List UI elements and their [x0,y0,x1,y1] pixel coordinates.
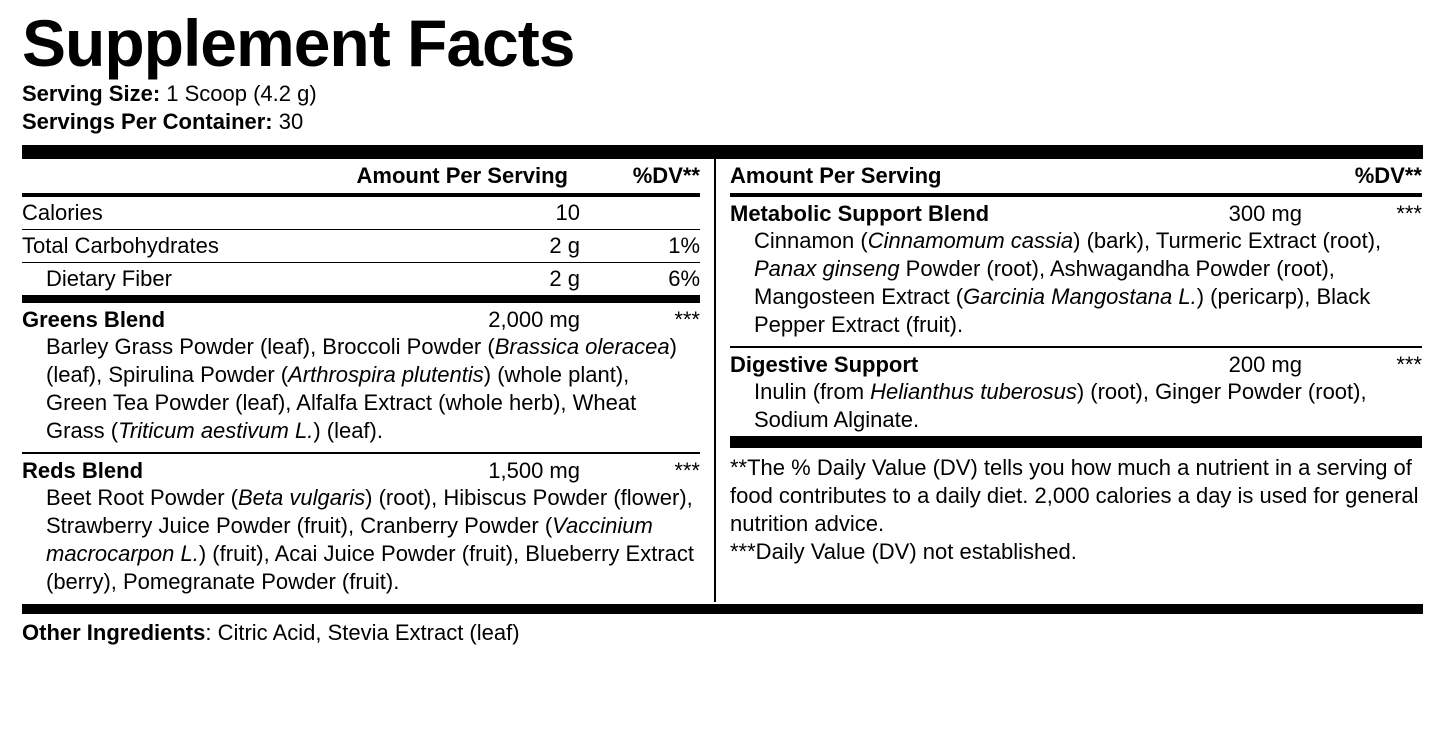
servings-per-label: Servings Per Container: [22,109,273,134]
footnotes: **The % Daily Value (DV) tells you how m… [730,448,1422,567]
blend-ingredients: Cinnamon (Cinnamomum cassia) (bark), Tur… [730,227,1422,340]
blend-amount: 1,500 mg [430,458,580,484]
column-right: Amount Per Serving %DV** Metabolic Suppo… [716,159,1422,602]
blend-head: Reds Blend 1,500 mg *** [22,458,700,484]
blend-dv: *** [1302,352,1422,378]
header-row-right: Amount Per Serving %DV** [730,159,1422,197]
nutrient-amount: 2 g [480,233,580,259]
blend-greens: Greens Blend 2,000 mg *** Barley Grass P… [22,303,700,454]
header-row-left: Amount Per Serving %DV** [22,159,700,197]
blend-dv: *** [580,307,700,333]
blend-ingredients: Barley Grass Powder (leaf), Broccoli Pow… [22,333,700,446]
rule-thick-mid-right [730,436,1422,448]
other-ingredients-label: Other Ingredients [22,620,205,645]
columns: Amount Per Serving %DV** Calories 10 Tot… [22,159,1423,602]
nutrient-name: Calories [22,200,480,226]
blend-head: Metabolic Support Blend 300 mg *** [730,201,1422,227]
row-calories: Calories 10 [22,197,700,230]
blend-amount: 300 mg [1152,201,1302,227]
other-ingredients-value: : Citric Acid, Stevia Extract (leaf) [205,620,519,645]
column-left: Amount Per Serving %DV** Calories 10 Tot… [22,159,714,602]
blend-amount: 200 mg [1152,352,1302,378]
blend-dv: *** [1302,201,1422,227]
nutrient-name: Total Carbohydrates [22,233,480,259]
blend-reds: Reds Blend 1,500 mg *** Beet Root Powder… [22,454,700,603]
footnote-dv: **The % Daily Value (DV) tells you how m… [730,454,1422,538]
header-dv: %DV** [600,163,700,189]
serving-size-value: 1 Scoop (4.2 g) [160,81,317,106]
nutrient-dv: 6% [580,266,700,292]
nutrient-amount: 2 g [480,266,580,292]
blend-amount: 2,000 mg [430,307,580,333]
servings-per-line: Servings Per Container: 30 [22,108,1423,136]
footnote-not-established: ***Daily Value (DV) not established. [730,538,1422,566]
nutrient-amount: 10 [480,200,580,226]
blend-ingredients: Inulin (from Helianthus tuberosus) (root… [730,378,1422,434]
header-amount-per-serving: Amount Per Serving [357,163,568,189]
rule-thick-top [22,145,1423,159]
blend-head: Digestive Support 200 mg *** [730,352,1422,378]
serving-size-line: Serving Size: 1 Scoop (4.2 g) [22,80,1423,108]
blend-name: Digestive Support [730,352,918,378]
header-dv: %DV** [1355,163,1422,189]
panel-title: Supplement Facts [22,10,1423,76]
blend-digestive: Digestive Support 200 mg *** Inulin (fro… [730,348,1422,436]
header-amount-per-serving: Amount Per Serving [730,163,941,189]
rule-thick-bottom [22,604,1423,614]
serving-size-label: Serving Size: [22,81,160,106]
rule-thick-mid-left [22,295,700,303]
blend-name: Greens Blend [22,307,165,333]
other-ingredients-line: Other Ingredients: Citric Acid, Stevia E… [22,614,1423,646]
row-fiber: Dietary Fiber 2 g 6% [22,263,700,295]
row-carbs: Total Carbohydrates 2 g 1% [22,230,700,263]
servings-per-value: 30 [273,109,304,134]
nutrient-name: Dietary Fiber [22,266,480,292]
blend-dv: *** [580,458,700,484]
blend-name: Metabolic Support Blend [730,201,989,227]
blend-ingredients: Beet Root Powder (Beta vulgaris) (root),… [22,484,700,597]
blend-name: Reds Blend [22,458,143,484]
blend-metabolic: Metabolic Support Blend 300 mg *** Cinna… [730,197,1422,348]
blend-head: Greens Blend 2,000 mg *** [22,307,700,333]
nutrient-dv: 1% [580,233,700,259]
